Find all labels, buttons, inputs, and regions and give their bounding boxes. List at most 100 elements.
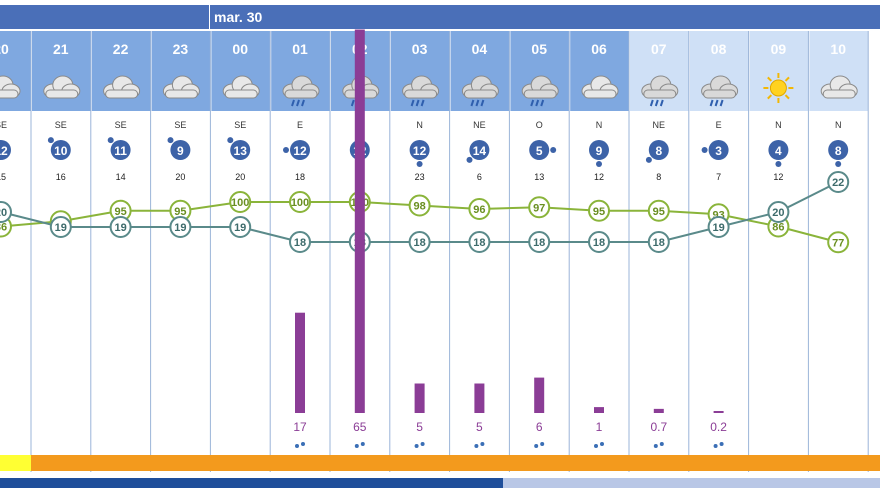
wind-arrow-icon bbox=[167, 137, 174, 144]
raindrop-mark bbox=[714, 99, 719, 107]
scrollbar-thumb[interactable] bbox=[0, 478, 503, 488]
wind-gust-value: 12 bbox=[773, 172, 783, 182]
precipitation-bar bbox=[295, 312, 305, 413]
wind-speed-badge bbox=[170, 140, 191, 160]
humidity-value: 96 bbox=[473, 204, 485, 216]
wind-gust-value: 18 bbox=[295, 172, 305, 182]
hour-label: 21 bbox=[53, 41, 69, 57]
hour-label: 06 bbox=[591, 41, 607, 57]
temperature-value: 22 bbox=[832, 177, 844, 189]
wind-speed-badge bbox=[708, 140, 729, 160]
wind-speed-badge bbox=[0, 140, 11, 160]
precipitation-bar bbox=[713, 411, 724, 413]
wind-arrow-icon bbox=[645, 156, 652, 163]
cloud-icon bbox=[162, 75, 200, 99]
wind-arrow-icon bbox=[283, 147, 289, 153]
raindrop-mark bbox=[470, 99, 475, 107]
rain-drop-icon bbox=[420, 442, 425, 446]
raindrop-mark bbox=[659, 99, 664, 107]
raindrop-mark bbox=[535, 99, 540, 107]
cloud-icon bbox=[402, 75, 440, 99]
humidity-point bbox=[647, 199, 670, 222]
sun-icon bbox=[763, 73, 794, 103]
wind-speed-value: 4 bbox=[775, 144, 782, 158]
rain-drop-icon bbox=[295, 444, 299, 448]
wind-direction-label: N bbox=[416, 120, 423, 130]
cloud-icon bbox=[641, 75, 679, 99]
wind-speed-value: 12 bbox=[293, 144, 307, 158]
hour-label: 05 bbox=[531, 41, 547, 57]
temperature-value: 19 bbox=[174, 222, 186, 234]
raindrop-mark bbox=[410, 99, 415, 107]
raindrop-mark bbox=[649, 99, 654, 107]
cloud-icon bbox=[0, 75, 21, 99]
wind-arrow-icon bbox=[775, 161, 782, 167]
hour-label: 00 bbox=[232, 41, 248, 57]
hour-label: 07 bbox=[651, 41, 667, 57]
hour-cell bbox=[749, 31, 809, 111]
wind-gust-value: 8 bbox=[656, 172, 661, 182]
wind-speed-badge bbox=[50, 140, 71, 160]
wind-gust-value: 7 bbox=[716, 172, 721, 182]
precipitation-value: 0.2 bbox=[710, 420, 727, 434]
temperature-point bbox=[588, 231, 610, 253]
hour-label: 03 bbox=[412, 41, 428, 57]
wind-arrow-icon bbox=[701, 147, 708, 153]
humidity-point bbox=[229, 191, 252, 213]
precipitation-value: 65 bbox=[353, 420, 367, 434]
humidity-value: 97 bbox=[533, 202, 545, 214]
horizontal-scrollbar[interactable] bbox=[0, 478, 880, 488]
wind-direction-label: N bbox=[596, 120, 603, 130]
raindrop-mark bbox=[530, 99, 535, 107]
wind-speed-value: 5 bbox=[536, 144, 543, 158]
wind-speed-value: 14 bbox=[473, 144, 487, 158]
raindrop-mark bbox=[296, 99, 300, 107]
precipitation-value: 6 bbox=[536, 420, 543, 434]
wind-speed-badge bbox=[529, 140, 550, 160]
temperature-value: 18 bbox=[533, 237, 545, 249]
humidity-value: 86 bbox=[0, 222, 7, 234]
wind-gust-value: 23 bbox=[415, 172, 425, 182]
wind-speed-badge bbox=[290, 140, 310, 160]
hour-label: 04 bbox=[472, 41, 488, 57]
day-header-bar: mar. 30 bbox=[0, 5, 880, 29]
wind-speed-badge bbox=[648, 140, 669, 160]
wind-direction-label: NE bbox=[473, 120, 486, 130]
precipitation-bar bbox=[594, 407, 604, 413]
hour-label: 23 bbox=[173, 41, 189, 57]
humidity-point bbox=[408, 194, 431, 217]
humidity-value: 86 bbox=[772, 222, 784, 234]
wind-gust-value: 14 bbox=[116, 172, 126, 182]
temperature-point bbox=[169, 216, 192, 238]
humidity-value: 95 bbox=[593, 206, 605, 218]
humidity-point bbox=[827, 231, 850, 254]
day-label: mar. 30 bbox=[214, 9, 263, 25]
wind-speed-value: 9 bbox=[596, 144, 603, 158]
wind-gust-value: 6 bbox=[477, 172, 482, 182]
rain-drop-icon bbox=[354, 444, 359, 448]
wind-direction-label: O bbox=[536, 120, 543, 130]
precipitation-value: 17 bbox=[293, 420, 307, 434]
humidity-value: 95 bbox=[174, 206, 186, 218]
warning-band-start bbox=[0, 455, 31, 471]
wind-speed-badge bbox=[409, 140, 430, 160]
wind-gust-value: 12 bbox=[594, 172, 604, 182]
rain-drop-icon bbox=[360, 442, 365, 446]
wind-arrow-icon bbox=[550, 147, 557, 153]
temperature-value: 18 bbox=[413, 237, 425, 249]
wind-speed-badge bbox=[768, 140, 789, 160]
temperature-value: 20 bbox=[0, 207, 7, 219]
wind-speed-value: 8 bbox=[835, 144, 842, 158]
cloud-icon bbox=[461, 75, 499, 99]
temperature-value: 19 bbox=[234, 222, 246, 234]
cloud-icon bbox=[820, 75, 858, 99]
wind-direction-label: E bbox=[716, 120, 722, 130]
precipitation-value: 5 bbox=[416, 420, 423, 434]
wind-gust-value: 16 bbox=[56, 172, 66, 182]
wind-arrow-icon bbox=[47, 137, 54, 144]
temperature-value: 19 bbox=[114, 222, 126, 234]
wind-arrow-icon bbox=[227, 137, 234, 144]
hour-label: 20 bbox=[0, 41, 9, 57]
wind-direction-label: E bbox=[297, 120, 303, 130]
